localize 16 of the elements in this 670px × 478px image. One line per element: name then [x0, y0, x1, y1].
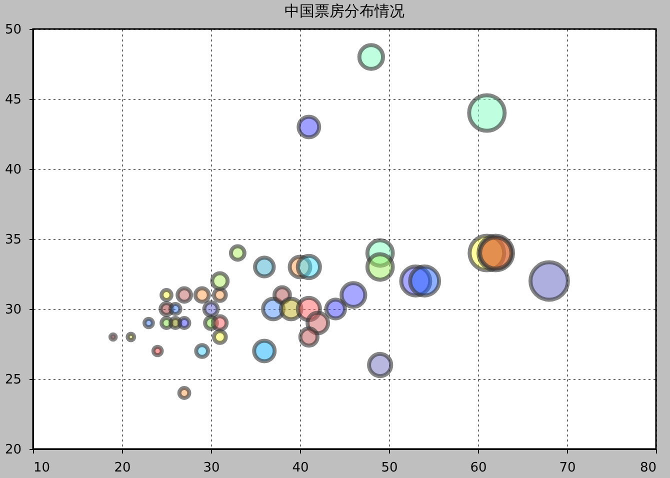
x-tick-label: 80	[640, 460, 656, 476]
y-tick-label: 35	[4, 232, 22, 248]
y-tick-label: 20	[4, 442, 22, 458]
y-tick-label: 50	[4, 22, 22, 38]
x-tick-label: 70	[559, 460, 576, 476]
x-tick-label: 50	[381, 460, 398, 476]
y-tick-label: 30	[4, 302, 22, 318]
y-tick-label: 25	[4, 372, 22, 388]
x-tick-label: 40	[292, 460, 309, 476]
x-tick-label: 30	[203, 460, 220, 476]
x-tick-label: 20	[114, 460, 131, 476]
y-tick-label: 45	[4, 92, 22, 108]
x-tick-label: 10	[34, 460, 50, 476]
y-tick-label: 40	[4, 162, 22, 178]
chart-title: 中国票房分布情况	[284, 2, 404, 20]
x-tick-label: 60	[470, 460, 487, 476]
